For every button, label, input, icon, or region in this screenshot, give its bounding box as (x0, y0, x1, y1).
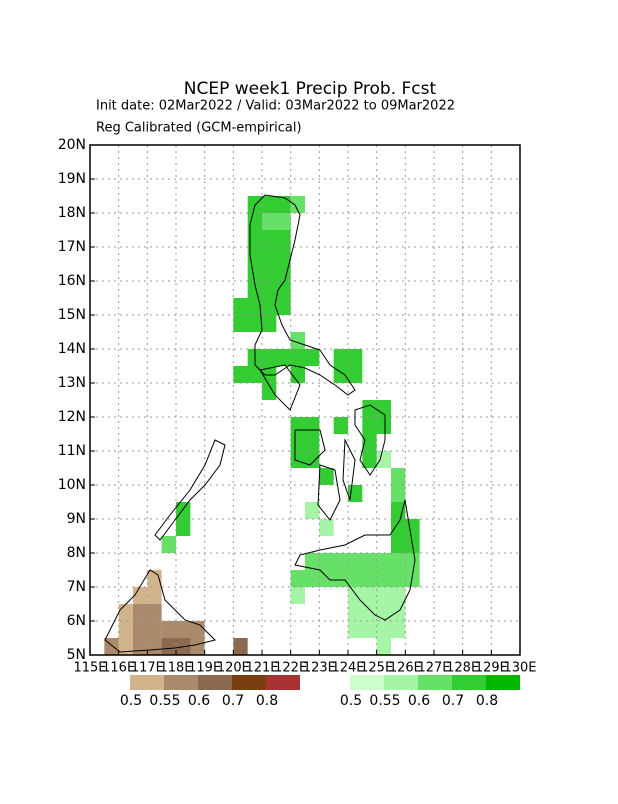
lon-label: 118E (159, 661, 192, 676)
legend-label: 0.8 (476, 693, 498, 709)
shaded-cell (305, 553, 420, 587)
lon-label: 124E (331, 661, 364, 676)
shaded-cell (333, 349, 363, 383)
shaded-cell (333, 417, 348, 434)
lat-label: 6N (67, 613, 86, 629)
legend-label: 0.55 (149, 693, 180, 709)
legend-swatch (350, 675, 384, 690)
shaded-cell (305, 502, 320, 519)
lat-label: 5N (67, 647, 86, 663)
lon-label: 117E (131, 661, 164, 676)
legend-swatch (266, 675, 300, 690)
shaded-cell (133, 604, 162, 655)
legend-swatch (164, 675, 198, 690)
lon-label: 128E (446, 661, 479, 676)
lat-label: 12N (58, 409, 86, 425)
lat-label: 14N (58, 341, 86, 357)
shaded-cell (305, 349, 320, 366)
legend-label: 0.55 (369, 693, 400, 709)
shaded-cell (161, 638, 191, 655)
shaded-cell (247, 349, 305, 366)
legend: 0.5 0.55 0.6 0.7 0.8 0.5 0.55 0.6 0.7 0.8 (120, 675, 520, 709)
method: Reg Calibrated (GCM-empirical) (96, 121, 302, 136)
coastline (104, 569, 216, 653)
legend-label: 0.6 (188, 693, 210, 709)
legend-swatch (418, 675, 452, 690)
legend-swatch (198, 675, 232, 690)
shaded-cell (262, 213, 291, 230)
lat-label: 13N (58, 375, 86, 391)
coastline (294, 499, 416, 621)
legend-label: 0.7 (222, 693, 244, 709)
shaded-cell (133, 587, 148, 604)
shaded-cell (391, 468, 406, 502)
lat-label: 7N (67, 579, 86, 595)
lat-label: 18N (58, 205, 86, 221)
coastline (259, 364, 301, 411)
lat-label: 11N (58, 443, 86, 459)
shaded-cell (262, 383, 277, 400)
title: NCEP week1 Precip Prob. Fcst (184, 79, 437, 99)
coastline (249, 194, 356, 396)
lat-label: 15N (58, 307, 86, 323)
lon-label: 127E (417, 661, 450, 676)
lon-label: 121E (245, 661, 278, 676)
legend-label: 0.7 (442, 693, 464, 709)
shaded-cell (233, 298, 277, 332)
legend-label: 0.5 (340, 693, 362, 709)
legend-swatch (384, 675, 418, 690)
lat-label: 17N (58, 239, 86, 255)
coastline (154, 439, 226, 541)
shaded-cell (161, 536, 176, 553)
shaded-cell (176, 502, 191, 536)
shaded-cell (233, 638, 248, 655)
map-frame (89, 144, 521, 656)
coastline (342, 438, 356, 501)
lon-label: 129E (475, 661, 508, 676)
shaded-cell (319, 468, 334, 485)
lat-label: 20N (58, 137, 86, 153)
lat-label: 16N (58, 273, 86, 289)
lon-label: 126E (389, 661, 422, 676)
lon-label: 115E (73, 661, 106, 676)
lon-label: 120E (217, 661, 250, 676)
legend-swatch (232, 675, 266, 690)
shaded-cell (376, 638, 391, 655)
lon-label: 123E (303, 661, 336, 676)
lat-label: 9N (67, 511, 86, 527)
subtitle: Init date: 02Mar2022 / Valid: 03Mar2022 … (96, 99, 455, 114)
shaded-cell (319, 519, 334, 536)
shaded-cell (376, 451, 391, 468)
lat-label: 10N (58, 477, 86, 493)
shaded-cell (147, 570, 162, 604)
coastline (317, 464, 341, 521)
shaded-cell (118, 604, 133, 655)
legend-swatch (486, 675, 520, 690)
lon-label: 119E (188, 661, 221, 676)
lon-label: 125E (360, 661, 393, 676)
lon-label: 122E (274, 661, 307, 676)
shaded-cell (290, 366, 305, 383)
legend-swatch (130, 675, 164, 690)
coastline (354, 404, 386, 476)
shaded-cell (362, 434, 377, 468)
coastline (294, 429, 326, 466)
axis-labels: 115E116E117E118E119E120E121E122E123E124E… (58, 137, 537, 676)
lat-label: 19N (58, 171, 86, 187)
shaded-cell (290, 587, 305, 604)
legend-label: 0.6 (408, 693, 430, 709)
coastlines (104, 194, 416, 653)
shaded-cell (290, 332, 305, 349)
shaded-cell (290, 570, 305, 587)
lat-label: 8N (67, 545, 86, 561)
lon-label: 116E (102, 661, 135, 676)
lon-label: 130E (503, 661, 536, 676)
legend-label: 0.5 (120, 693, 142, 709)
shaded-cell (391, 502, 406, 519)
legend-swatch (452, 675, 486, 690)
legend-label: 0.8 (256, 693, 278, 709)
shaded-cell (290, 196, 305, 213)
